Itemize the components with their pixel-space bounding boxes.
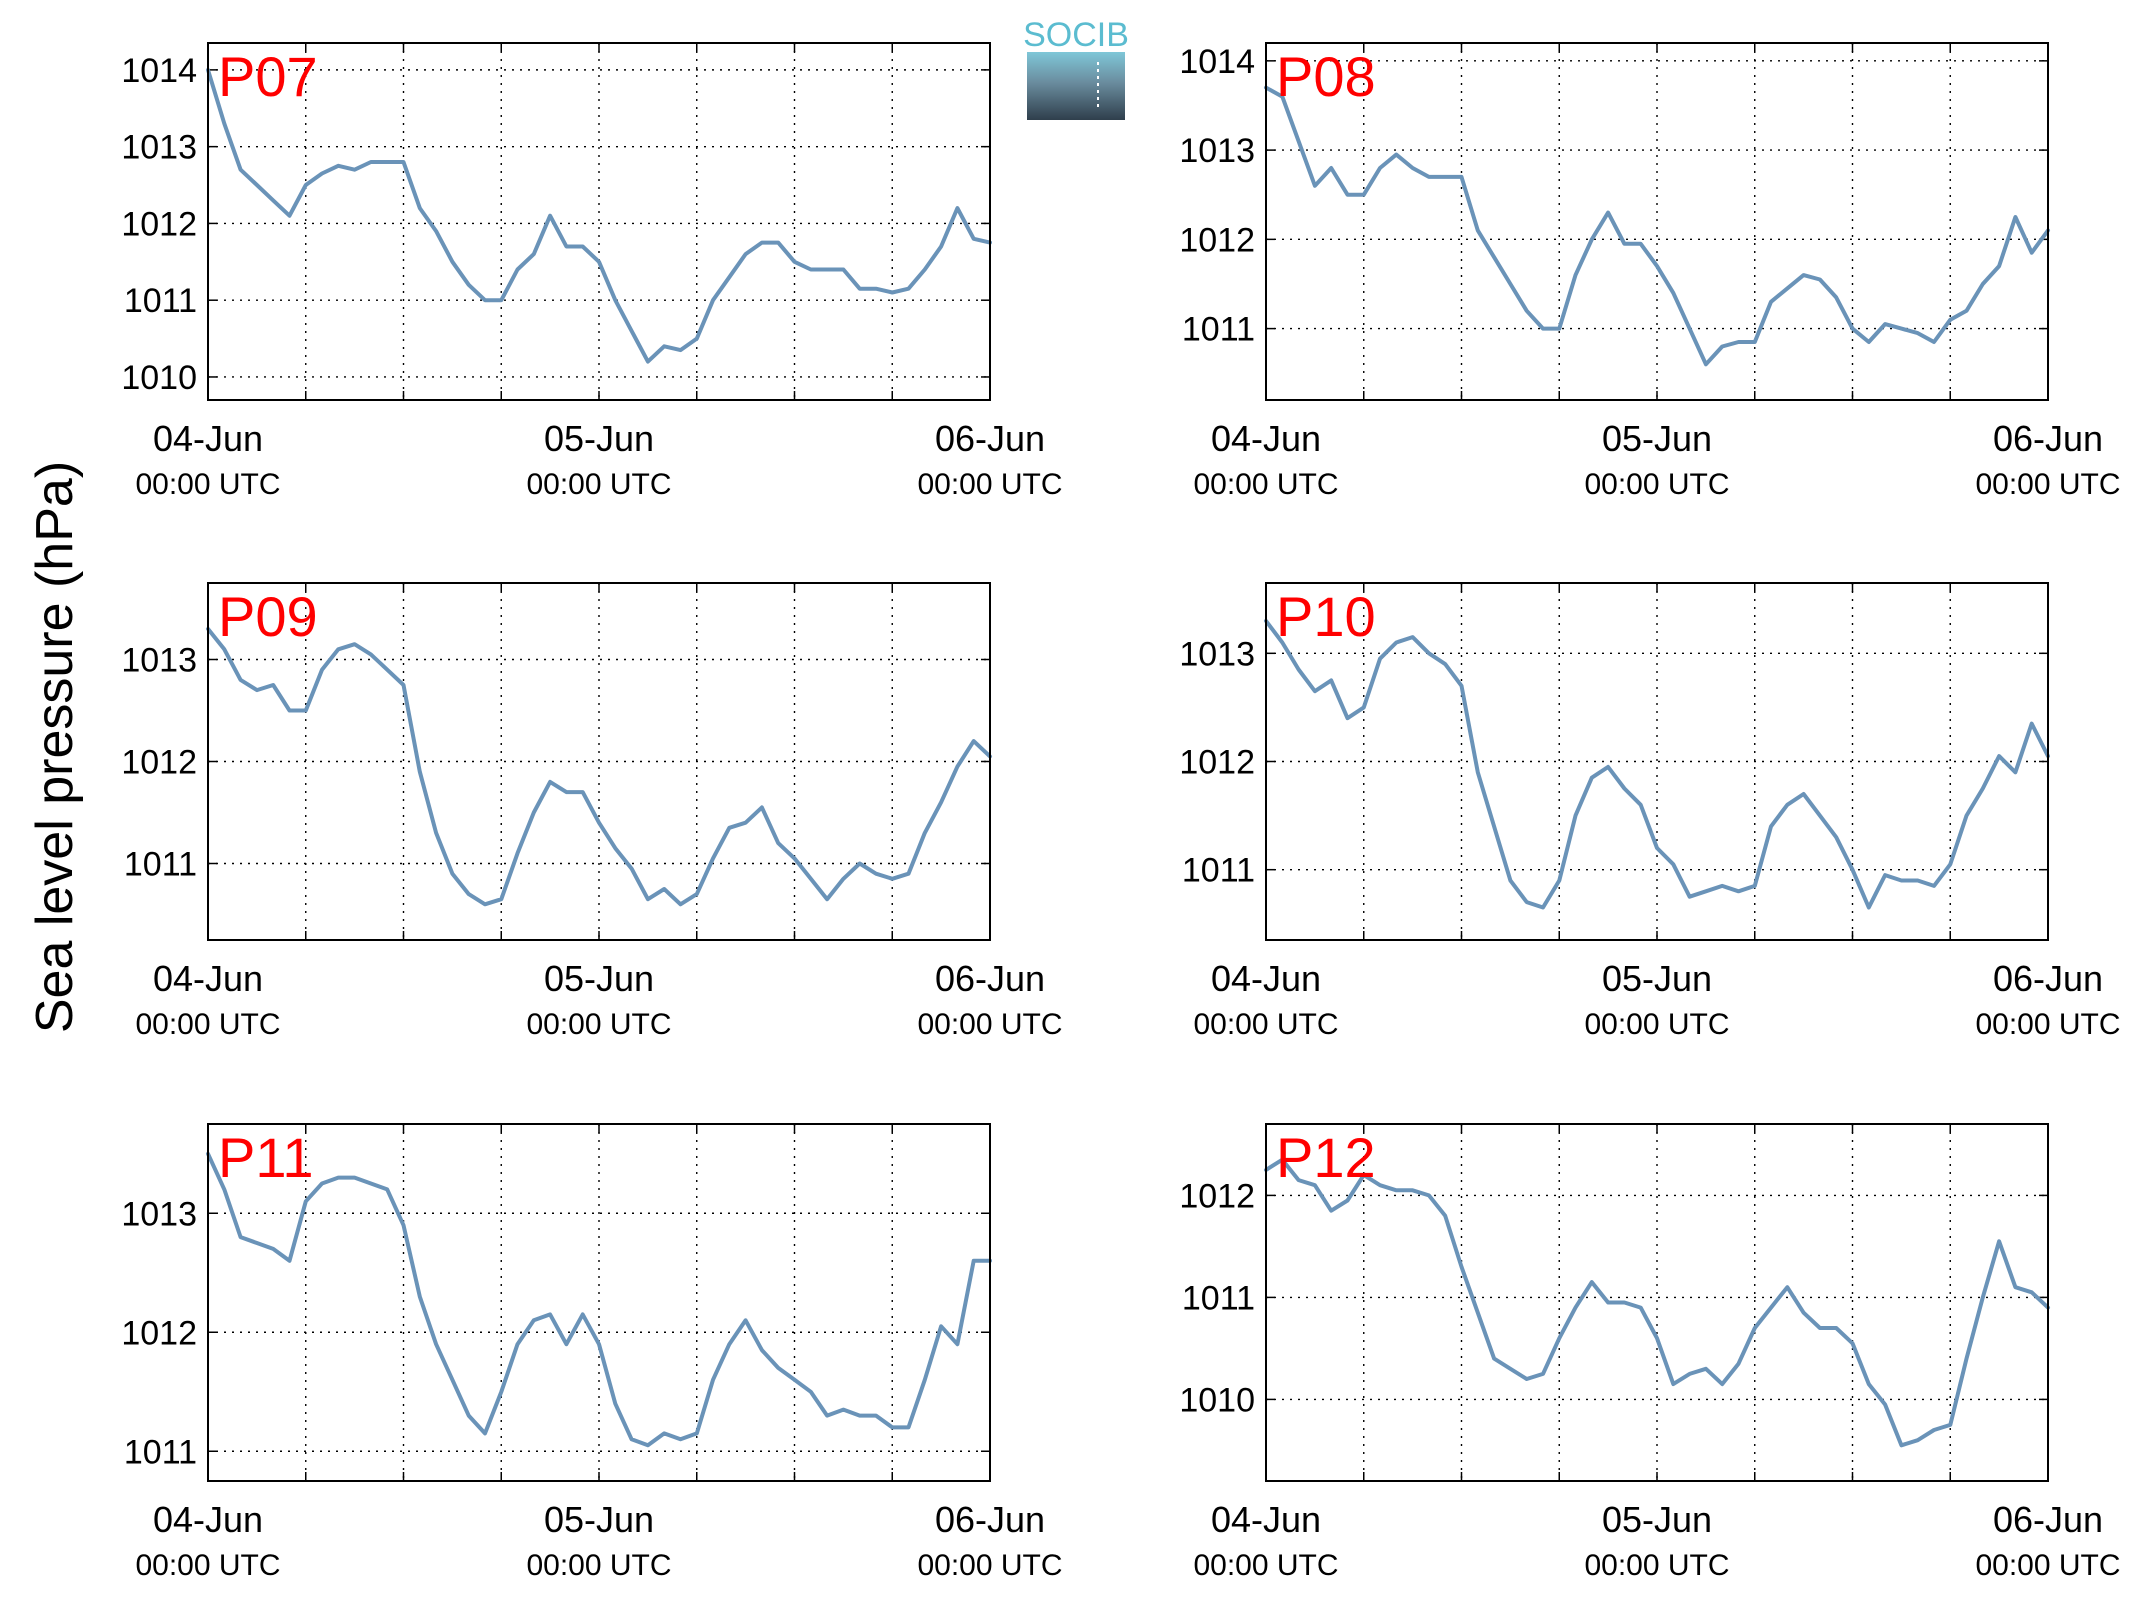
plot-area — [1266, 1124, 2048, 1481]
y-tick-label: 1012 — [1179, 744, 1255, 782]
x-tick-label-time: 00:00 UTC — [1975, 1549, 2120, 1582]
y-tick-label: 1011 — [124, 1433, 197, 1471]
y-tick-label: 1012 — [121, 1314, 197, 1352]
y-tick-label: 1014 — [1179, 43, 1255, 81]
x-tick-label-day: 06-Jun — [935, 418, 1045, 459]
x-tick-label-time: 00:00 UTC — [917, 1549, 1062, 1582]
plot-area — [208, 43, 990, 400]
axes-frame — [207, 1123, 991, 1482]
panel-p12: 1010 1011 1012 04-Jun 00:00 UTC 05-Jun 00:00 U… — [1179, 1123, 2121, 1582]
x-tick-label-day: 04-Jun — [1211, 418, 1321, 459]
x-tick-label-time: 00:00 UTC — [135, 468, 280, 501]
x-tick-label-time: 00:00 UTC — [1975, 1008, 2120, 1041]
x-tick-label-day: 05-Jun — [544, 1499, 654, 1540]
x-tick-label-time: 00:00 UTC — [135, 1008, 280, 1041]
y-tick-label: 1013 — [121, 642, 197, 680]
x-tick-label-day: 06-Jun — [935, 1499, 1045, 1540]
x-tick-label-day: 04-Jun — [153, 1499, 263, 1540]
axes-frame — [1265, 582, 2049, 941]
panel-p10: 1011 1012 1013 04-Jun 00:00 UTC 05-Jun 00:00 U… — [1179, 582, 2121, 1041]
y-tick-label: 1010 — [121, 359, 197, 397]
plot-area — [1266, 43, 2048, 400]
x-tick-label-time: 00:00 UTC — [135, 1549, 280, 1582]
axes-frame — [207, 582, 991, 941]
series-line-p12 — [1264, 1157, 2050, 1448]
y-tick-label: 1010 — [1179, 1381, 1255, 1419]
axes-frame — [207, 42, 991, 401]
x-tick-label-day: 05-Jun — [1602, 418, 1712, 459]
x-tick-label-day: 06-Jun — [1993, 418, 2103, 459]
y-tick-label: 1011 — [124, 282, 197, 320]
socib-logo: SOCIB — [1023, 16, 1129, 120]
series-line-p10 — [1264, 618, 2050, 910]
y-tick-label: 1013 — [121, 129, 197, 167]
panel-p11: 1011 1012 1013 04-Jun 00:00 UTC 05-Jun 00:00 U… — [121, 1123, 1063, 1582]
panel-p07: 1010 1011 1012 1013 1014 04-Jun 00:00 UTC 05-Ju… — [121, 42, 1063, 501]
y-tick-label: 1012 — [121, 205, 197, 243]
panel-label: P09 — [218, 585, 318, 648]
x-tick-label-day: 06-Jun — [1993, 958, 2103, 999]
panel-label: P08 — [1276, 45, 1376, 108]
x-tick-label-day: 06-Jun — [1993, 1499, 2103, 1540]
x-tick-label-time: 00:00 UTC — [1193, 468, 1338, 501]
panel-label: P10 — [1276, 585, 1376, 648]
y-tick-label: 1011 — [1182, 852, 1255, 890]
y-tick-label: 1011 — [124, 846, 197, 884]
y-tick-label: 1014 — [121, 52, 197, 90]
y-tick-label: 1011 — [1182, 311, 1255, 349]
x-tick-label-day: 06-Jun — [935, 958, 1045, 999]
axes-frame — [1265, 1123, 2049, 1482]
x-tick-label-time: 00:00 UTC — [1193, 1549, 1338, 1582]
x-tick-label-time: 00:00 UTC — [917, 468, 1062, 501]
series-line-p11 — [206, 1151, 992, 1448]
panel-label: P07 — [218, 45, 318, 108]
series-line-p08 — [1264, 85, 2050, 367]
panel-label: P11 — [218, 1126, 313, 1189]
panel-p09: 1011 1012 1013 04-Jun 00:00 UTC 05-Jun 00:00 U… — [121, 582, 1063, 1041]
y-tick-label: 1011 — [1182, 1279, 1255, 1317]
y-tick-label: 1013 — [1179, 132, 1255, 170]
x-tick-label-time: 00:00 UTC — [526, 1549, 671, 1582]
x-tick-label-time: 00:00 UTC — [1975, 468, 2120, 501]
x-tick-label-day: 05-Jun — [544, 418, 654, 459]
x-tick-label-time: 00:00 UTC — [526, 1008, 671, 1041]
axes-frame — [1265, 42, 2049, 401]
plot-area — [208, 1124, 990, 1481]
x-tick-label-time: 00:00 UTC — [1584, 1008, 1729, 1041]
y-tick-label: 1013 — [1179, 635, 1255, 673]
y-tick-label: 1013 — [121, 1195, 197, 1233]
x-tick-label-day: 05-Jun — [544, 958, 654, 999]
panel-p08: 1011 1012 1013 1014 04-Jun 00:00 UTC 05-Jun 00:… — [1179, 42, 2121, 501]
series-line-p07 — [206, 67, 992, 364]
x-tick-label-time: 00:00 UTC — [1584, 468, 1729, 501]
x-tick-label-day: 05-Jun — [1602, 958, 1712, 999]
x-tick-label-time: 00:00 UTC — [1584, 1549, 1729, 1582]
x-tick-label-day: 05-Jun — [1602, 1499, 1712, 1540]
y-tick-label: 1012 — [121, 744, 197, 782]
panel-label: P12 — [1276, 1126, 1376, 1189]
logo-block — [1027, 52, 1125, 120]
x-tick-label-day: 04-Jun — [153, 958, 263, 999]
y-tick-label: 1012 — [1179, 221, 1255, 259]
y-axis-label: Sea level pressure (hPa) — [26, 461, 84, 1033]
x-tick-label-time: 00:00 UTC — [526, 468, 671, 501]
x-tick-label-day: 04-Jun — [153, 418, 263, 459]
x-tick-label-time: 00:00 UTC — [1193, 1008, 1338, 1041]
logo-text: SOCIB — [1023, 16, 1129, 54]
y-tick-label: 1012 — [1179, 1177, 1255, 1215]
series-line-p09 — [206, 626, 992, 907]
x-tick-label-day: 04-Jun — [1211, 958, 1321, 999]
x-tick-label-time: 00:00 UTC — [917, 1008, 1062, 1041]
x-tick-label-day: 04-Jun — [1211, 1499, 1321, 1540]
